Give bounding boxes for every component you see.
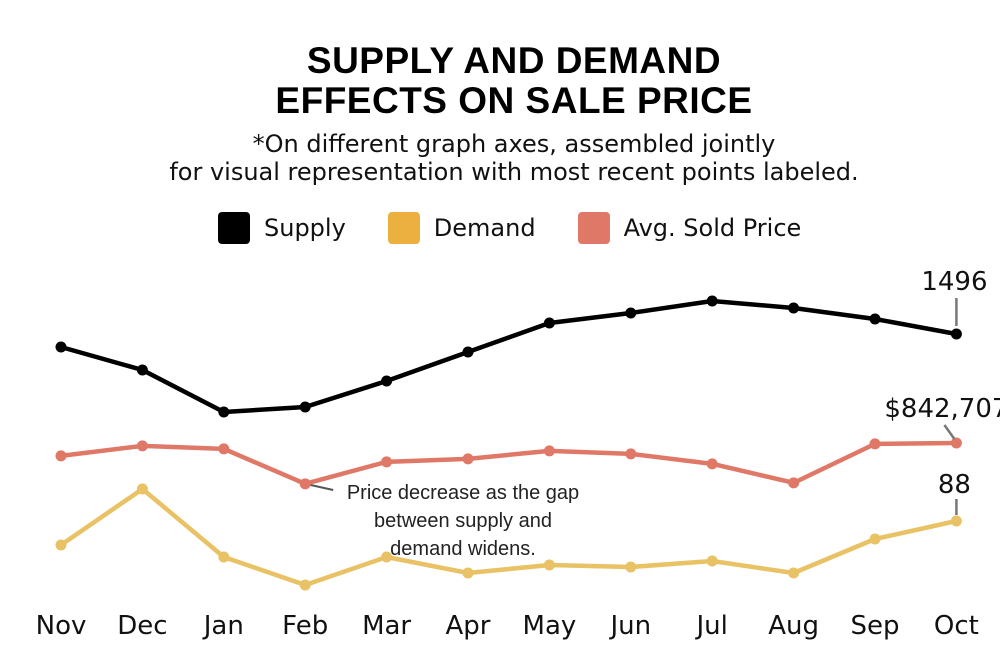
x-tick-label-mar: Mar <box>362 611 411 641</box>
annotation-text-line: demand widens. <box>390 538 536 560</box>
data-point-price-jan <box>218 443 230 455</box>
data-point-demand-dec <box>136 483 148 495</box>
data-point-price-sep <box>869 438 881 450</box>
data-label-demand: 88 <box>938 470 971 500</box>
x-tick-label-aug: Aug <box>768 611 819 641</box>
data-point-supply-jul <box>706 295 718 307</box>
legend-swatch-demand <box>387 212 420 244</box>
data-point-supply-dec <box>136 364 148 376</box>
subtitle-line-1: *On different graph axes, assembled join… <box>252 130 776 158</box>
data-point-demand-jun <box>625 561 637 573</box>
x-tick-label-nov: Nov <box>36 611 87 641</box>
data-point-price-apr <box>462 453 474 465</box>
x-tick-label-jun: Jun <box>608 611 651 641</box>
legend-label-supply: Supply <box>264 214 346 242</box>
data-point-price-nov <box>55 450 67 462</box>
data-point-price-mar <box>381 456 393 468</box>
label-leader-price <box>943 424 956 440</box>
data-point-demand-mar <box>381 551 393 563</box>
data-point-supply-oct <box>950 328 962 340</box>
x-tick-label-feb: Feb <box>282 611 328 641</box>
chart-title-line-2: EFFECTS ON SALE PRICE <box>275 80 753 121</box>
data-point-demand-may <box>543 559 555 571</box>
x-tick-label-apr: Apr <box>446 611 491 641</box>
legend-swatch-supply <box>218 212 250 244</box>
series-line-demand <box>59 486 957 588</box>
chart-title-line-1: SUPPLY AND DEMAND <box>306 40 722 81</box>
data-point-supply-mar <box>381 375 393 387</box>
data-point-demand-aug <box>788 567 800 579</box>
data-point-price-oct <box>950 437 962 449</box>
data-point-price-may <box>543 445 555 457</box>
data-point-demand-feb <box>299 579 311 591</box>
data-point-price-aug <box>788 477 800 489</box>
data-point-supply-nov <box>55 341 67 353</box>
legend-swatch-price <box>577 212 610 244</box>
x-tick-label-sep: Sep <box>850 611 899 641</box>
data-label-supply: 1496 <box>921 267 987 297</box>
x-tick-label-dec: Dec <box>117 611 167 641</box>
data-point-supply-may <box>543 317 555 329</box>
data-point-price-feb <box>299 478 311 490</box>
data-point-demand-jan <box>218 551 230 563</box>
data-label-price: $842,707 <box>884 394 1000 424</box>
series-line-supply <box>60 298 957 415</box>
data-point-supply-feb <box>299 401 311 413</box>
subtitle-line-2: for visual representation with most rece… <box>169 158 859 186</box>
legend-item-supply: Supply <box>218 212 346 244</box>
data-point-demand-oct <box>950 515 962 527</box>
x-tick-label-jan: Jan <box>202 611 244 641</box>
data-point-demand-nov <box>55 539 67 551</box>
data-point-demand-jul <box>706 555 718 567</box>
legend-label-demand: Demand <box>433 214 536 242</box>
data-point-price-jul <box>706 458 718 470</box>
x-tick-label-may: May <box>523 611 577 641</box>
data-point-supply-jan <box>218 406 230 418</box>
data-point-supply-sep <box>869 313 881 325</box>
annotation-text-line: Price decrease as the gap <box>347 482 579 504</box>
data-point-supply-jun <box>625 307 637 319</box>
data-point-demand-apr <box>462 567 474 579</box>
legend: Supply Demand Avg. Sold Price <box>218 212 843 244</box>
x-tick-label-oct: Oct <box>934 611 979 641</box>
legend-item-demand: Demand <box>387 212 536 244</box>
x-tick-label-jul: Jul <box>695 611 728 641</box>
legend-label-price: Avg. Sold Price <box>623 214 802 242</box>
legend-item-price: Avg. Sold Price <box>577 212 802 244</box>
data-point-supply-aug <box>788 302 800 314</box>
data-point-demand-sep <box>869 533 881 545</box>
data-point-price-dec <box>136 440 148 452</box>
series-line-price <box>60 440 957 487</box>
data-point-supply-apr <box>462 346 474 358</box>
data-point-price-jun <box>625 448 637 460</box>
annotation-text-line: between supply and <box>374 510 552 532</box>
